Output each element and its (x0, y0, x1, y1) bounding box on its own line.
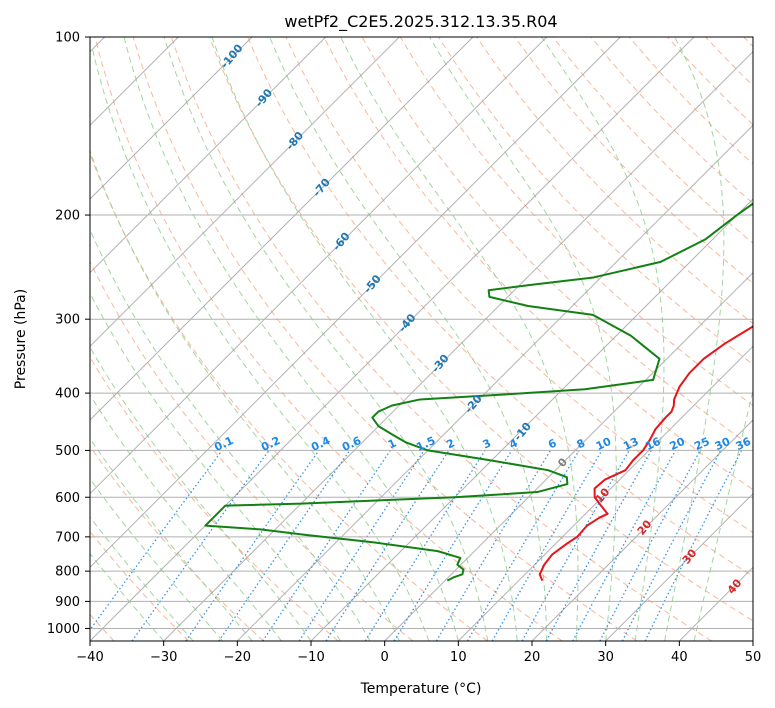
y-tick-label: 500 (55, 444, 80, 459)
x-axis-title: Temperature (°C) (360, 681, 482, 697)
plot-frame (89, 36, 754, 642)
mixing-ratio-line (325, 450, 450, 641)
moist-adiabat (90, 437, 253, 641)
moist-adiabat (211, 37, 518, 641)
isotherm-line (310, 198, 753, 641)
dry-adiabat (323, 37, 753, 491)
isotherm-line (531, 419, 753, 641)
moist-adiabat (541, 37, 665, 641)
x-tick-label: −10 (297, 650, 324, 665)
mixing-ratio-line (185, 450, 320, 641)
mixing-ratio-line (621, 450, 722, 641)
mixing-ratio-label: 36 (734, 435, 754, 453)
chart-title: wetPf2_C2E5.2025.312.13.35.R04 (284, 12, 557, 32)
mixing-ratio-line (298, 450, 425, 641)
dry-adiabat (514, 37, 753, 284)
mixing-ratio-line (521, 450, 630, 641)
y-tick-label: 1000 (47, 622, 80, 637)
x-tick-label: 10 (450, 650, 467, 665)
axes-layer: −40 −30 −20 −10 0 10 20 30 40 50 100 200 300 400 500 60… (47, 31, 761, 666)
moist-adiabat (693, 388, 753, 641)
moist-adiabat (90, 292, 341, 641)
temperature-profile-line (538, 324, 753, 581)
isotherm-line (90, 37, 400, 348)
isotherm-line (90, 37, 474, 421)
moist-adiabat (90, 478, 223, 641)
x-tick-label: 20 (524, 650, 541, 665)
y-tick-label: 200 (55, 209, 80, 224)
isotherm-line (90, 37, 548, 495)
x-tick-label: 0 (381, 650, 389, 665)
mixing-ratio-label: 16 (643, 435, 663, 453)
x-tick-label: −40 (76, 650, 103, 665)
background-lines (90, 37, 753, 641)
isotherm-line (90, 37, 695, 641)
isotherm-line (90, 37, 327, 274)
moist-adiabat (429, 37, 617, 641)
mixing-ratio-label: 25 (692, 435, 711, 453)
mixing-ratio-line (572, 450, 677, 641)
y-tick-label: 300 (55, 313, 80, 328)
isotherm-line (457, 345, 753, 641)
y-tick-label: 900 (55, 595, 80, 610)
x-tick-label: −30 (150, 650, 177, 665)
mixing-ratio-line (90, 450, 223, 631)
dry-adiabat (170, 37, 712, 641)
dry-adiabat (90, 356, 339, 641)
moist-adiabat (123, 37, 459, 641)
mixing-ratio-label: 10 (594, 435, 614, 453)
moist-adiabat (664, 37, 725, 641)
y-tick-label: 700 (55, 530, 80, 545)
y-tick-label: 800 (55, 565, 80, 580)
y-tick-label: 400 (55, 387, 80, 402)
isotherm-line (236, 124, 753, 641)
isotherm-line (90, 37, 621, 569)
mixing-ratio-line (218, 450, 351, 641)
x-tick-label: −20 (224, 650, 251, 665)
dry-adiabat (90, 445, 264, 641)
x-tick-label: 40 (671, 650, 688, 665)
moist-adiabat (340, 37, 579, 641)
dry-adiabat (247, 37, 753, 577)
mixing-ratio-line (131, 450, 270, 641)
y-tick-label: 600 (55, 491, 80, 506)
mixing-ratio-line (545, 450, 652, 641)
y-axis-title: Pressure (hPa) (13, 289, 29, 389)
moist-adiabat (90, 149, 400, 641)
moist-adiabat (90, 228, 371, 641)
dewpoint-profile-line (204, 202, 753, 582)
moist-adiabat (163, 37, 489, 641)
y-tick-label: 100 (55, 31, 80, 46)
mixing-ratio-label: 13 (621, 435, 640, 453)
mixing-ratio-line (644, 450, 743, 641)
isotherm-line (384, 271, 753, 641)
dry-adiabat (94, 37, 563, 641)
series-layer (204, 202, 753, 582)
moist-adiabat (92, 49, 430, 641)
dry-adiabat (476, 37, 753, 325)
mixing-ratio-line (262, 450, 391, 641)
dry-adiabat (90, 260, 414, 641)
mixing-ratio-label: 20 (668, 435, 688, 453)
x-tick-label: 30 (597, 650, 614, 665)
x-tick-label: 50 (745, 650, 762, 665)
isotherm-line (163, 50, 753, 641)
dry-adiabat (285, 37, 753, 534)
isotherm-line (90, 37, 253, 200)
mixing-ratio-line (393, 450, 513, 641)
mixing-ratio-label: 30 (713, 435, 733, 453)
isotherm-line (605, 492, 753, 641)
moist-adiabat (269, 37, 548, 641)
